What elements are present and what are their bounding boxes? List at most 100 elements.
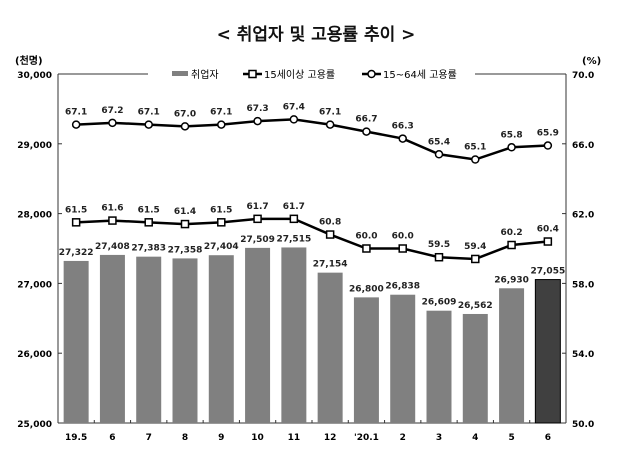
right-tick-label: 54.0 — [572, 350, 594, 360]
square-marker — [253, 214, 262, 224]
left-tick-label: 28,000 — [17, 211, 52, 221]
line-data-label: 59.4 — [464, 242, 486, 252]
bar-data-label: 27,408 — [95, 242, 130, 252]
circle-marker — [253, 116, 262, 126]
line-data-label: 61.5 — [65, 205, 87, 215]
x-tick-label: 10 — [251, 433, 264, 443]
circle-marker — [71, 120, 81, 129]
square-marker — [471, 254, 480, 264]
line-data-label: 66.3 — [392, 122, 414, 132]
line-data-label: 67.1 — [138, 108, 160, 118]
line-data-label: 61.6 — [101, 204, 123, 214]
chart-title: < 취업자 및 고용률 추이 > — [216, 25, 416, 45]
circle-marker — [217, 120, 226, 129]
bar-data-label: 27,055 — [530, 267, 565, 277]
line-data-label: 65.4 — [428, 137, 450, 147]
line-data-label: 67.1 — [319, 108, 341, 118]
line-data-label: 67.0 — [174, 109, 196, 119]
bar — [99, 254, 125, 423]
left-tick-label: 27,000 — [17, 280, 52, 290]
bar-data-label: 26,609 — [422, 298, 457, 308]
bar — [281, 247, 307, 423]
bar-data-label: 26,930 — [494, 275, 529, 285]
line-data-label: 65.1 — [464, 143, 486, 153]
circle-marker — [180, 122, 190, 131]
right-tick-label: 58.0 — [572, 280, 594, 290]
square-marker — [362, 244, 371, 253]
bar-data-label: 26,800 — [349, 284, 384, 294]
square-marker — [144, 218, 153, 227]
line-square — [76, 217, 548, 261]
right-axis-unit: (%) — [582, 56, 601, 67]
legend-label: 15~64세 고용률 — [383, 69, 457, 81]
bar-data-label: 26,838 — [385, 282, 420, 292]
bar-data-label: 27,154 — [313, 260, 348, 270]
x-tick-label: 2 — [400, 433, 406, 443]
bar-data-label: 27,515 — [276, 234, 311, 244]
square-marker — [507, 240, 516, 250]
line-data-label: 61.7 — [283, 202, 305, 212]
line-data-label: 61.5 — [210, 205, 232, 215]
right-tick-label: 70.0 — [572, 71, 594, 81]
bar — [499, 288, 525, 423]
square-marker — [325, 230, 335, 239]
square-marker — [289, 214, 299, 224]
right-tick-label: 66.0 — [572, 141, 594, 151]
line-data-label: 60.2 — [500, 228, 522, 238]
right-tick-label: 62.0 — [572, 211, 594, 221]
line-data-label: 59.5 — [428, 240, 450, 250]
x-tick-label: 4 — [472, 433, 478, 443]
line-circle — [76, 118, 548, 161]
x-tick-label: 8 — [182, 433, 188, 443]
bar — [172, 258, 198, 423]
square-marker — [434, 252, 444, 262]
bar — [136, 256, 162, 423]
x-tick-label: 12 — [324, 433, 337, 443]
line-data-label: 67.1 — [210, 108, 232, 118]
legend-label: 15세이상 고용률 — [264, 69, 335, 81]
square-marker — [108, 216, 117, 225]
bar — [317, 272, 343, 423]
bar-data-label: 27,509 — [240, 235, 275, 245]
x-tick-label: 6 — [545, 433, 551, 443]
bar-data-label: 27,383 — [131, 244, 166, 254]
circle-marker — [434, 150, 444, 159]
bar — [426, 310, 452, 423]
line-data-label: 61.4 — [174, 207, 196, 217]
circle-marker — [289, 115, 299, 124]
x-tick-label: 6 — [109, 433, 115, 443]
square-marker — [180, 219, 190, 229]
legend-circle-marker — [367, 69, 376, 79]
bar-data-label: 27,404 — [204, 242, 239, 252]
legend-label: 취업자 — [191, 68, 219, 81]
circle-marker — [543, 141, 553, 150]
square-marker — [543, 237, 553, 246]
line-data-label: 65.8 — [500, 130, 522, 140]
line-data-label: 67.1 — [65, 108, 87, 118]
line-data-label: 67.2 — [101, 106, 123, 116]
left-tick-label: 29,000 — [17, 141, 52, 151]
left-tick-label: 26,000 — [17, 350, 52, 360]
circle-marker — [362, 127, 371, 136]
x-tick-label: 5 — [508, 433, 514, 443]
legend-bar-swatch — [172, 71, 188, 76]
bar — [208, 255, 234, 423]
line-data-label: 60.8 — [319, 218, 341, 228]
bar — [462, 313, 488, 423]
circle-marker — [507, 143, 516, 152]
legend-square-marker — [248, 69, 257, 79]
line-data-label: 65.9 — [537, 129, 559, 139]
line-data-label: 60.4 — [537, 225, 559, 235]
bar — [245, 247, 271, 423]
bar — [353, 297, 379, 423]
line-data-label: 60.0 — [392, 232, 414, 242]
line-data-label: 66.7 — [355, 115, 377, 125]
x-tick-label: 3 — [436, 433, 442, 443]
x-tick-label: '20.1 — [354, 433, 379, 443]
left-tick-label: 30,000 — [17, 71, 52, 81]
x-tick-label: 9 — [218, 433, 224, 443]
circle-marker — [471, 155, 480, 164]
circle-marker — [144, 120, 153, 129]
bar-data-label: 27,322 — [59, 248, 94, 258]
